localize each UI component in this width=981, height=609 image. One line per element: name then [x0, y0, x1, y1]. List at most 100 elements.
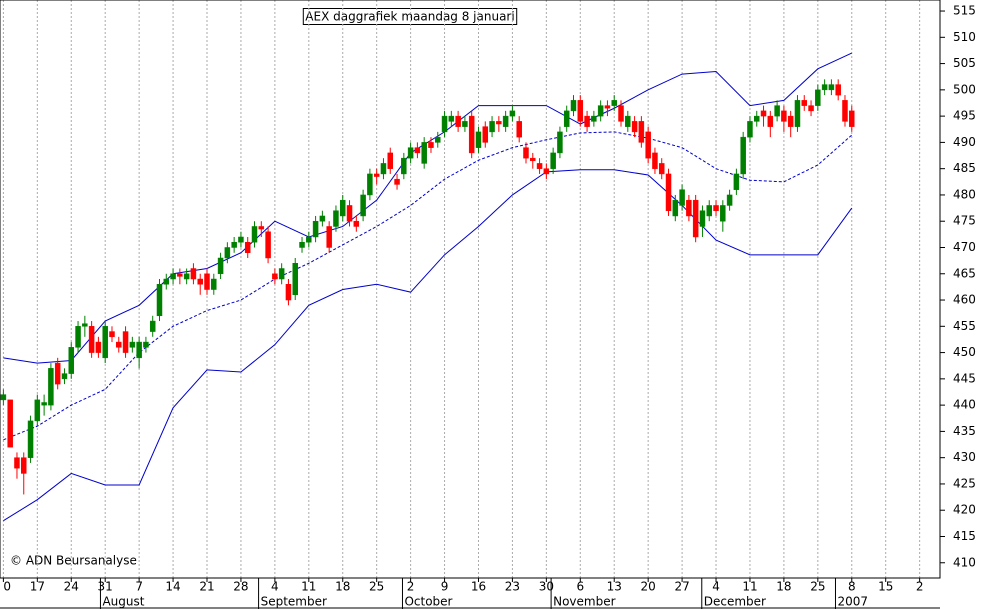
y-tick-label: 410	[953, 555, 976, 569]
x-tick-label: 24	[64, 580, 79, 594]
candle-body	[27, 420, 34, 458]
y-tick-label: 470	[953, 240, 976, 254]
candle-body	[645, 131, 651, 159]
candle-body	[665, 173, 672, 211]
candle-body	[475, 131, 482, 148]
band-lower	[3, 169, 853, 522]
candle-body	[401, 157, 407, 175]
x-tick-label: 11	[742, 580, 757, 594]
candle-body	[136, 341, 142, 359]
candle-body	[774, 105, 780, 117]
candle-body	[285, 284, 292, 301]
y-tick-label: 515	[953, 4, 976, 18]
candle-body	[407, 147, 414, 159]
candle-body	[394, 178, 400, 185]
y-tick-label: 420	[953, 503, 976, 517]
title-box	[302, 8, 518, 25]
candle-body	[14, 457, 20, 469]
x-tick-label: 25	[369, 580, 384, 594]
x-tick-label: 15	[878, 580, 893, 594]
candle-body	[326, 226, 332, 248]
candle-body	[143, 341, 149, 348]
month-label: November	[553, 595, 615, 609]
candle-body	[638, 121, 645, 143]
candle-body	[353, 220, 360, 227]
candle-body	[733, 173, 740, 190]
candle-body	[489, 121, 495, 133]
x-tick-label: 25	[810, 580, 825, 594]
month-label: September	[261, 595, 327, 609]
x-tick-label: 28	[233, 580, 248, 594]
candle-body	[482, 126, 489, 143]
x-tick-label: 2	[407, 580, 415, 594]
candle-body	[631, 121, 638, 133]
candle-body	[292, 263, 298, 296]
candle-body	[747, 121, 753, 138]
x-tick-label: 11	[301, 580, 316, 594]
candle-body	[75, 326, 81, 348]
candle-body	[455, 115, 461, 127]
y-tick-label: 415	[953, 529, 976, 543]
candle-body	[435, 136, 441, 143]
candle-body	[183, 273, 190, 280]
candle-body	[197, 278, 203, 285]
candle-body	[448, 115, 455, 122]
x-tick-label: 20	[641, 580, 656, 594]
y-tick-label: 445	[953, 371, 976, 385]
candle-body	[692, 199, 699, 238]
x-tick-label: 7	[135, 580, 143, 594]
candle-body	[754, 115, 760, 122]
candle-body	[794, 100, 801, 127]
candle-body	[156, 284, 163, 317]
x-tick-label: 6	[576, 580, 584, 594]
candle-body	[7, 399, 13, 448]
candle-body	[835, 84, 841, 96]
x-tick-label: 13	[607, 580, 622, 594]
y-tick-label: 450	[953, 345, 976, 359]
candle-body	[190, 268, 197, 280]
candle-body	[679, 189, 685, 206]
month-label: October	[404, 595, 452, 609]
candle-body	[672, 199, 679, 217]
candle-body	[720, 205, 726, 222]
x-tick-label: 4	[271, 580, 279, 594]
candle-body	[312, 220, 319, 238]
candle-body	[238, 236, 244, 243]
candle-body	[570, 100, 577, 112]
candle-body	[787, 115, 794, 127]
candle-body	[299, 241, 305, 248]
candle-body	[808, 105, 814, 112]
candle-body	[211, 278, 217, 290]
candle-body	[278, 268, 285, 280]
candle-body	[306, 236, 312, 243]
candle-body	[34, 399, 41, 422]
candle-body	[102, 326, 108, 359]
candle-body	[815, 89, 821, 106]
x-tick-label: 14	[165, 580, 180, 594]
candle-body	[204, 273, 210, 290]
x-tick-label: 17	[30, 580, 45, 594]
x-tick-label: 30	[539, 580, 554, 594]
y-tick-label: 425	[953, 476, 976, 490]
candle-body	[346, 205, 353, 222]
y-tick-label: 490	[953, 135, 976, 149]
y-tick-label: 475	[953, 214, 976, 228]
candle-body	[502, 115, 509, 127]
candle-body	[170, 273, 176, 280]
x-tick-label: 4	[712, 580, 720, 594]
candle-body	[652, 152, 658, 169]
x-tick-label: 31	[98, 580, 113, 594]
month-label: December	[704, 595, 766, 609]
candle-body	[781, 110, 787, 122]
candle-body	[333, 210, 339, 227]
candle-body	[618, 105, 624, 122]
candle-body	[122, 331, 129, 353]
candle-body	[95, 341, 102, 353]
x-tick-label: 18	[776, 580, 791, 594]
candle-body	[509, 110, 516, 117]
candle-body	[625, 115, 631, 127]
candle-body	[88, 326, 95, 353]
candle-body	[441, 115, 448, 133]
candle-body	[251, 226, 258, 243]
